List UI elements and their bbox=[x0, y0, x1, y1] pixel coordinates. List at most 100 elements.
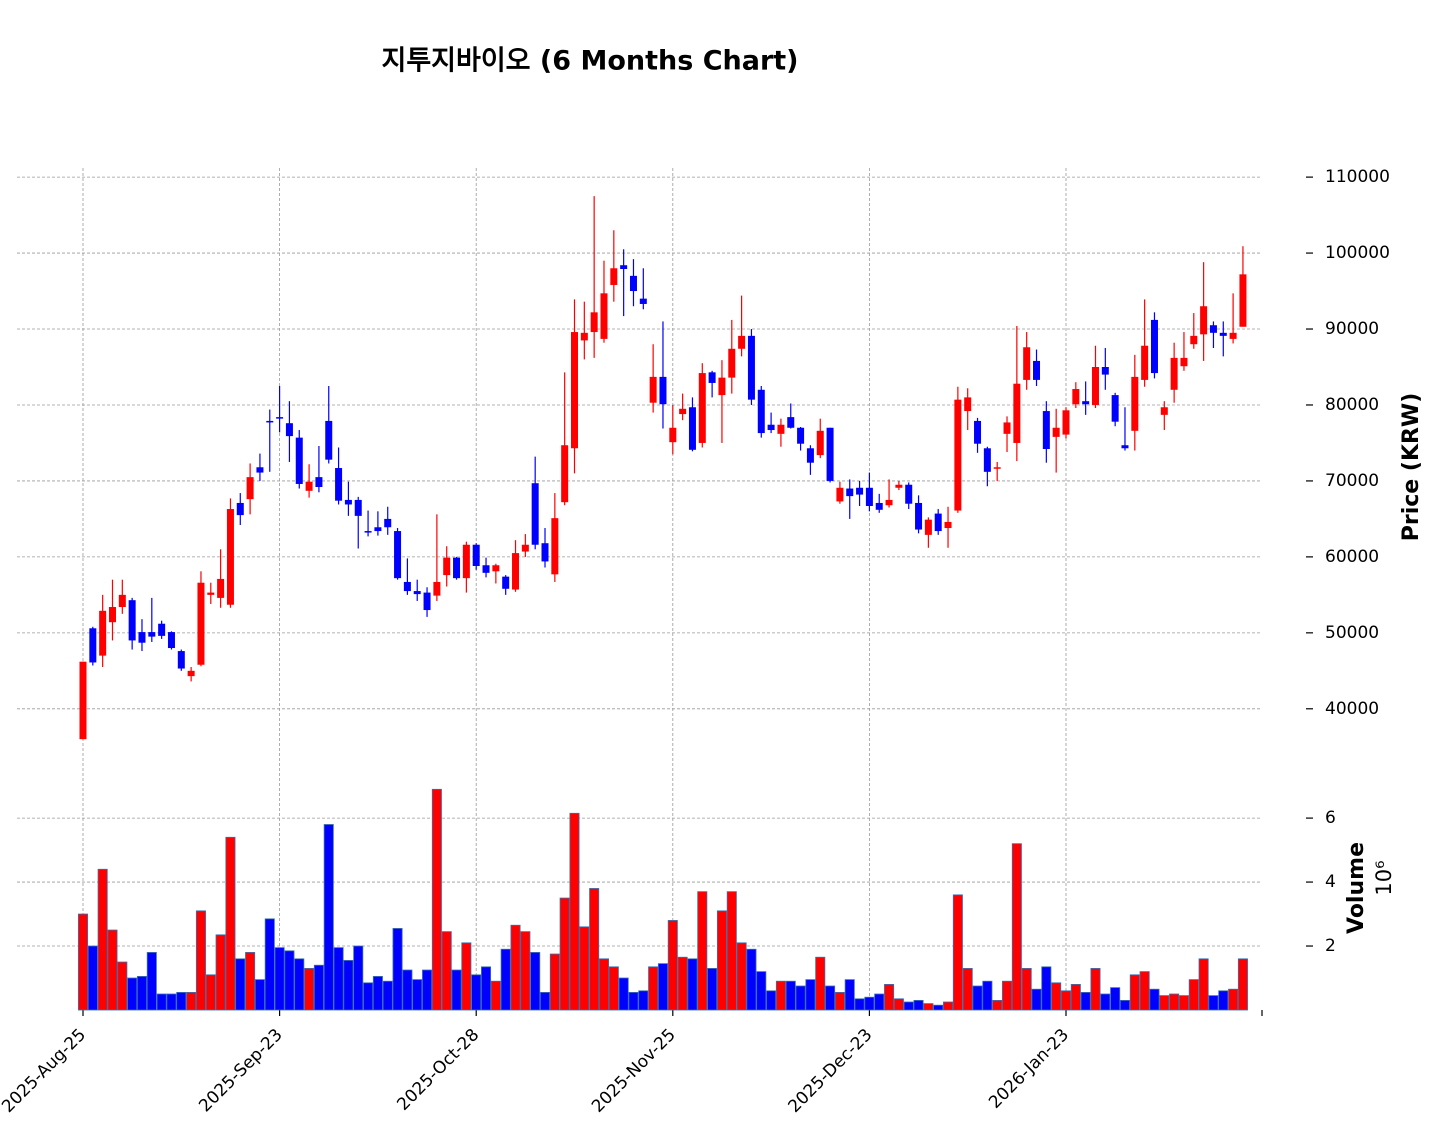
candle-body bbox=[374, 527, 382, 532]
candle-body bbox=[600, 293, 608, 339]
volume-bar bbox=[1218, 990, 1229, 1011]
candle-body bbox=[246, 477, 254, 500]
candle-body bbox=[217, 578, 225, 598]
candle-body bbox=[797, 427, 805, 444]
candle-body bbox=[551, 518, 559, 575]
volume-bar bbox=[1021, 968, 1032, 1011]
volume-bar bbox=[589, 888, 600, 1011]
candle-body bbox=[659, 376, 667, 405]
volume-bar bbox=[264, 918, 275, 1011]
volume-bar bbox=[972, 985, 983, 1011]
volume-bar bbox=[1031, 988, 1042, 1011]
candle-body bbox=[1160, 407, 1168, 415]
volume-axis-label: Volume bbox=[1344, 842, 1369, 934]
volume-bar bbox=[1051, 982, 1062, 1011]
candle-body bbox=[128, 600, 136, 641]
volume-bar bbox=[481, 966, 492, 1011]
candle-body bbox=[531, 483, 539, 545]
volume-bar bbox=[1061, 990, 1072, 1011]
candle-body bbox=[639, 298, 647, 304]
candle-body bbox=[187, 670, 195, 677]
candle-body bbox=[571, 332, 578, 449]
volume-bar bbox=[490, 980, 501, 1011]
volume-bar bbox=[844, 979, 855, 1011]
volume-bar bbox=[854, 998, 865, 1011]
volume-bar bbox=[893, 998, 904, 1011]
candle-body bbox=[138, 632, 146, 643]
volume-bar bbox=[225, 836, 236, 1011]
volume-bar bbox=[657, 963, 668, 1011]
y-tick-label: 90000 bbox=[1325, 319, 1379, 339]
volume-bar bbox=[1169, 993, 1180, 1011]
volume-bar bbox=[363, 982, 374, 1011]
candle-body bbox=[934, 513, 942, 532]
volume-bar bbox=[608, 966, 619, 1011]
volume-bar bbox=[864, 996, 875, 1011]
candle-body bbox=[89, 628, 97, 663]
candle-body bbox=[629, 275, 637, 292]
candle-body bbox=[423, 592, 431, 611]
volume-bar bbox=[667, 920, 678, 1011]
volume-bar bbox=[992, 1000, 1003, 1011]
candle-body bbox=[1072, 389, 1080, 405]
volume-bar bbox=[1149, 988, 1160, 1011]
y-tick-label: 70000 bbox=[1325, 471, 1379, 491]
volume-bar bbox=[166, 993, 177, 1011]
chart-title: 지투지바이오 (6 Months Chart) bbox=[381, 46, 798, 77]
volume-bar bbox=[1070, 984, 1081, 1011]
candle-body bbox=[1131, 376, 1139, 431]
volume-bar bbox=[579, 926, 590, 1011]
candle-body bbox=[590, 312, 598, 333]
volume-bar bbox=[382, 980, 393, 1011]
candle-body bbox=[197, 582, 205, 665]
volume-bar bbox=[294, 958, 305, 1011]
volume-bar bbox=[372, 976, 383, 1011]
volume-bar bbox=[1090, 968, 1101, 1011]
candle-body bbox=[472, 544, 480, 566]
volume-bar bbox=[127, 977, 138, 1011]
volume-bar bbox=[500, 948, 511, 1011]
volume-bar bbox=[726, 891, 737, 1011]
volume-bar bbox=[540, 992, 551, 1011]
candle-body bbox=[954, 399, 962, 511]
y-tick-label: 60000 bbox=[1325, 547, 1379, 567]
candle-body bbox=[649, 376, 657, 403]
candle-body bbox=[1209, 325, 1217, 333]
volume-bar bbox=[1208, 995, 1219, 1011]
candle-body bbox=[1141, 345, 1149, 380]
candle-body bbox=[394, 531, 402, 579]
volume-bar bbox=[1129, 974, 1140, 1011]
candle-body bbox=[79, 661, 87, 740]
volume-bar bbox=[520, 931, 531, 1011]
candle-body bbox=[502, 576, 510, 589]
candle-body bbox=[256, 467, 264, 473]
volume-bar bbox=[323, 824, 334, 1011]
volume-bar bbox=[1002, 980, 1013, 1011]
volume-bar bbox=[156, 993, 167, 1011]
volume-bar bbox=[245, 952, 256, 1011]
candle-body bbox=[747, 335, 755, 400]
volume-bar bbox=[343, 960, 354, 1011]
candle-body bbox=[325, 420, 333, 460]
y-tick-label: 80000 bbox=[1325, 395, 1379, 415]
volume-bar bbox=[1159, 995, 1170, 1011]
volume-bar bbox=[982, 980, 993, 1011]
candle-body bbox=[905, 484, 913, 504]
volume-bar bbox=[805, 979, 816, 1011]
candle-body bbox=[836, 487, 844, 502]
volume-tick-label: 2 bbox=[1325, 936, 1336, 956]
candle-body bbox=[1082, 401, 1090, 405]
volume-bar bbox=[952, 894, 963, 1011]
candle-body bbox=[698, 373, 706, 443]
volume-bar bbox=[549, 953, 560, 1011]
volume-bar bbox=[913, 1000, 924, 1011]
volume-bar bbox=[756, 971, 767, 1011]
volume-bar bbox=[716, 910, 727, 1011]
candle-body bbox=[305, 481, 313, 491]
candle-body bbox=[335, 468, 343, 501]
candle-body bbox=[118, 594, 126, 608]
volume-bar bbox=[834, 992, 845, 1011]
volume-bar bbox=[815, 956, 826, 1011]
volume-bar bbox=[795, 985, 806, 1011]
volume-bar bbox=[648, 966, 659, 1011]
